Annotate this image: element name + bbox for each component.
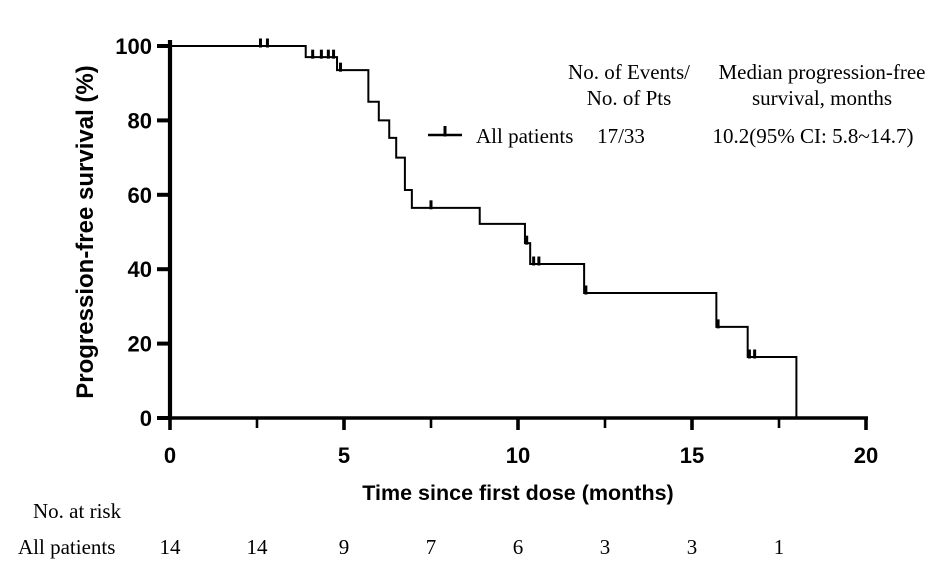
legend-km-marker-icon	[428, 126, 462, 137]
at-risk-count: 9	[339, 535, 350, 559]
at-risk-counts: 14 14 9 7 6 3 3 1	[160, 535, 785, 559]
y-tick-label: 0	[140, 406, 152, 431]
y-tick-label: 80	[128, 108, 152, 133]
x-axis-title: Time since first dose (months)	[362, 481, 673, 505]
x-tick-marks: 0 5 10 15 20	[164, 418, 878, 468]
y-tick-marks: 100 80 60 40 20 0	[115, 34, 169, 431]
y-tick-label: 60	[128, 183, 152, 208]
x-axis: 0 5 10 15 20	[164, 416, 878, 468]
at-risk-count: 7	[426, 535, 437, 559]
y-axis-title: Progression-free survival (%)	[72, 65, 99, 398]
x-tick-label: 20	[854, 443, 878, 468]
at-risk-count: 6	[513, 535, 524, 559]
x-tick-label: 10	[506, 443, 530, 468]
at-risk-count: 14	[247, 535, 269, 559]
y-tick-label: 100	[115, 34, 152, 59]
y-axis: 100 80 60 40 20 0	[115, 34, 173, 431]
at-risk-header: No. at risk	[33, 499, 122, 523]
y-tick-label: 40	[128, 257, 152, 282]
at-risk-count: 14	[160, 535, 182, 559]
at-risk-count: 3	[687, 535, 698, 559]
x-tick-label: 0	[164, 443, 176, 468]
censor-ticks	[258, 38, 757, 359]
median-header-line2: survival, months	[752, 86, 892, 110]
median-header-line1: Median progression-free	[718, 60, 925, 84]
legend: No. of Events/ No. of Pts Median progres…	[428, 60, 926, 148]
km-curve	[170, 45, 798, 418]
y-tick-label: 20	[128, 332, 152, 357]
at-risk-count: 3	[600, 535, 611, 559]
x-tick-label: 15	[680, 443, 704, 468]
x-tick-label: 5	[338, 443, 350, 468]
events-header-line1: No. of Events/	[568, 60, 690, 84]
legend-series-label: All patients	[476, 124, 573, 148]
at-risk-count: 1	[774, 535, 785, 559]
legend-median-value: 10.2(95% CI: 5.8~14.7)	[713, 124, 914, 148]
at-risk-table: No. at risk All patients 14 14 9 7 6 3 3 1	[18, 499, 784, 559]
at-risk-row-label: All patients	[18, 535, 115, 559]
events-header-line2: No. of Pts	[587, 86, 672, 110]
legend-events-value: 17/33	[597, 124, 645, 148]
